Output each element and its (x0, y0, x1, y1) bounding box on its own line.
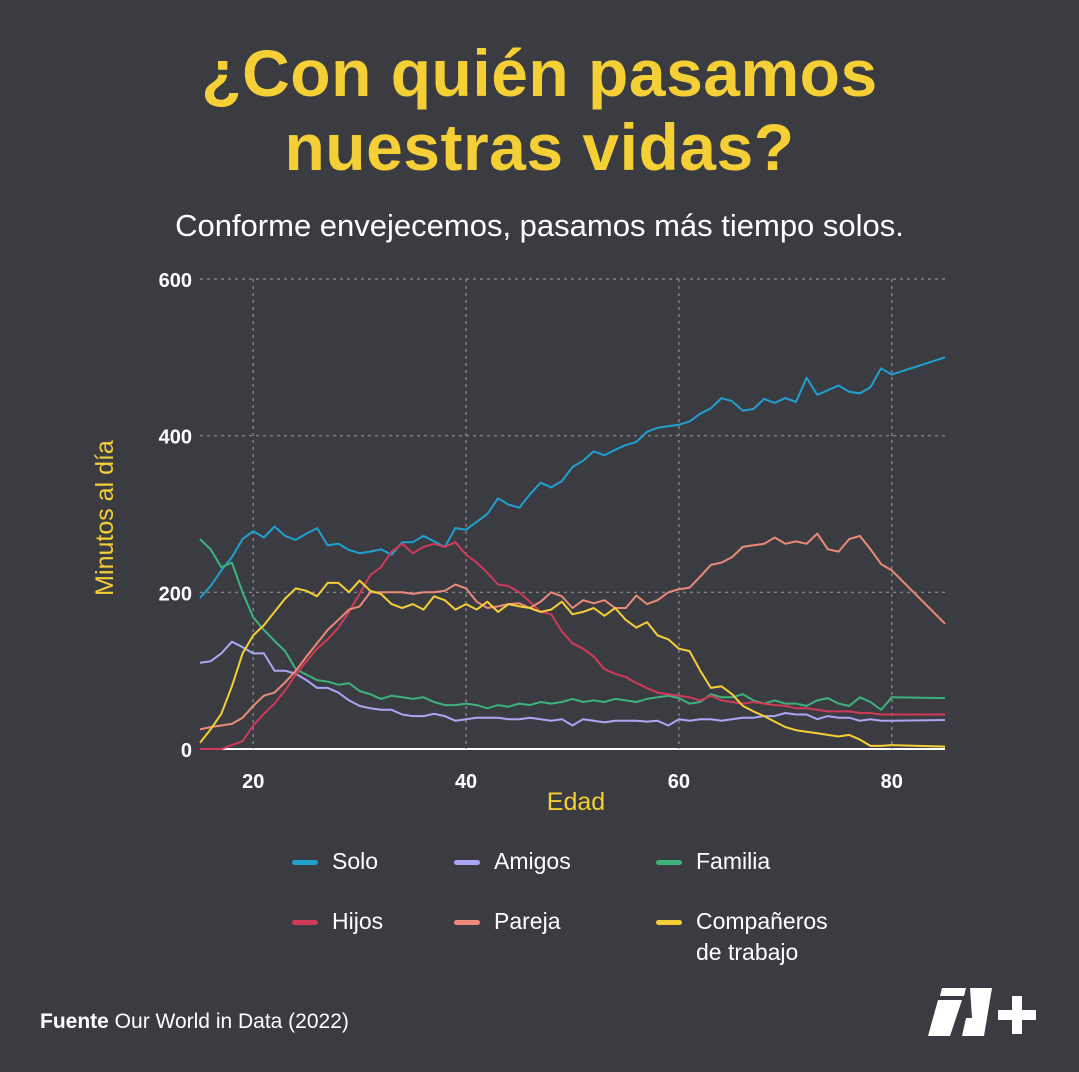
x-tick-label: 80 (881, 771, 903, 793)
legend-label: Compañeros de trabajo (696, 908, 828, 965)
line-chart: 0 200 400 600 20 40 60 80 Edad Minutos al día (91, 270, 946, 816)
source-note: Fuente Our World in Data (2022) (40, 1010, 349, 1034)
x-tick-label: 20 (242, 771, 264, 793)
y-axis-label: Minutos al día (91, 440, 119, 596)
y-tick-label: 600 (159, 270, 192, 292)
legend-item-amigos: Amigos (454, 846, 571, 877)
y-tick-label: 400 (159, 427, 192, 449)
legend-item-hijos: Hijos (292, 906, 383, 937)
series-line-compaeros (199, 579, 946, 748)
legend-swatch (292, 860, 318, 865)
y-tick-label: 0 (181, 740, 192, 762)
series-line-solo (199, 356, 946, 599)
series-line-familia (199, 538, 946, 711)
source-label: Fuente (40, 1010, 109, 1033)
legend-label: Hijos (332, 908, 384, 934)
series-lines (199, 356, 946, 750)
legend-item-solo: Solo (292, 846, 378, 877)
legend-swatch (656, 920, 682, 925)
title-line-2: nuestras vidas? (284, 110, 795, 184)
legend-label: Familia (696, 848, 771, 874)
legend-label: Amigos (494, 848, 571, 874)
legend-swatch (292, 920, 318, 925)
legend-item-familia: Familia (656, 846, 770, 877)
x-axis-label: Edad (547, 788, 605, 816)
legend-swatch (454, 860, 480, 865)
series-line-amigos (199, 640, 946, 727)
legend-item-compaeros: Compañeros de trabajo (656, 906, 828, 968)
title-line-1: ¿Con quién pasamos (201, 36, 878, 110)
x-tick-label: 40 (455, 771, 477, 793)
page-title: ¿Con quién pasamos nuestras vidas? (0, 36, 1079, 184)
brand-logo (928, 988, 1036, 1036)
legend-label: Solo (332, 848, 379, 874)
legend-swatch (454, 920, 480, 925)
x-tick-label: 60 (668, 771, 690, 793)
series-line-pareja (199, 532, 946, 731)
legend-item-pareja: Pareja (454, 906, 560, 937)
grid-lines (200, 278, 945, 750)
legend-swatch (656, 860, 682, 865)
source-text: Our World in Data (2022) (108, 1010, 349, 1033)
series-line-hijos (200, 541, 945, 750)
y-tick-label: 200 (159, 583, 192, 605)
page-subtitle: Conforme envejecemos, pasamos más tiempo… (175, 208, 904, 243)
legend-label: Pareja (494, 908, 561, 934)
tick-labels: 0 200 400 600 20 40 60 80 (159, 270, 903, 793)
